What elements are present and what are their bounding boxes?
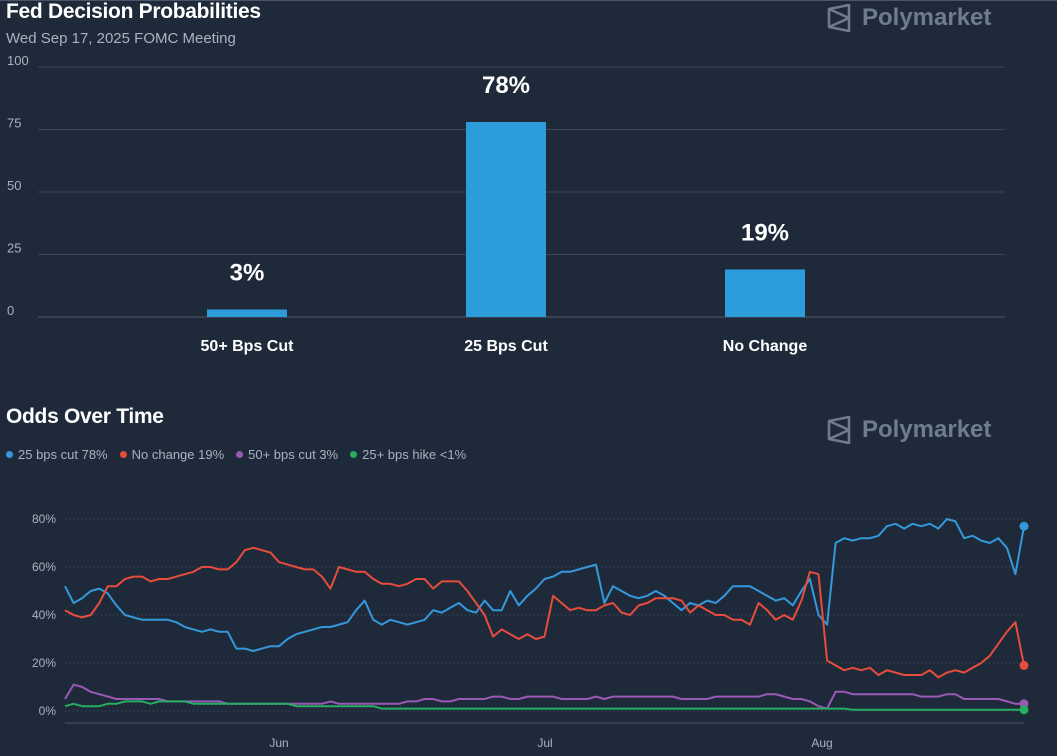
- y-tick-label: 80%: [32, 512, 56, 526]
- y-tick-label: 20%: [32, 656, 56, 670]
- series-end-marker: [1019, 660, 1029, 670]
- y-tick-label: 40%: [32, 608, 56, 622]
- polymarket-icon: [827, 416, 851, 444]
- polymarket-wordmark: Polymarket: [862, 416, 992, 443]
- odds-legend: 25 bps cut 78% No change 19% 50+ bps cut 3…: [6, 447, 478, 462]
- y-tick-label: 0%: [39, 704, 57, 718]
- bar: [466, 122, 546, 317]
- polymarket-logo-bottom: Polymarket: [826, 416, 991, 444]
- legend-label: 25 bps cut 78%: [18, 447, 108, 462]
- polymarket-wordmark: Polymarket: [862, 4, 992, 31]
- category-label: 50+ Bps Cut: [201, 338, 295, 355]
- category-label: No Change: [723, 338, 808, 355]
- x-tick-label: Jul: [537, 736, 552, 750]
- legend-item[interactable]: 25 bps cut 78%: [6, 447, 108, 462]
- series-end-marker: [1019, 705, 1029, 715]
- legend-item[interactable]: 25+ bps hike <1%: [350, 447, 466, 462]
- odds-title: Odds Over Time: [6, 405, 164, 428]
- series-line: [64, 700, 1024, 711]
- bar: [725, 269, 805, 317]
- polymarket-logo-top: Polymarket: [826, 4, 991, 32]
- bar-value-label: 3%: [230, 260, 265, 287]
- y-tick-label: 75: [7, 116, 21, 131]
- decision-bar-chart: 0 25 50 75 100 3% 50+ Bps Cut 78% 25 Bps Cut 19% N…: [7, 53, 1005, 355]
- meeting-subtitle: Wed Sep 17, 2025 FOMC Meeting: [6, 30, 236, 47]
- legend-dot-icon: [6, 451, 13, 458]
- polymarket-icon: [827, 4, 851, 32]
- legend-item[interactable]: No change 19%: [119, 447, 225, 462]
- y-tick-label: 0: [7, 303, 14, 318]
- x-tick-label: Jun: [269, 736, 288, 750]
- top-divider: [0, 0, 1057, 1]
- legend-dot-icon: [236, 451, 244, 458]
- bar-value-label: 19%: [741, 220, 789, 247]
- series-line: [64, 518, 1025, 652]
- series-end-marker: [1019, 521, 1029, 531]
- page-title: Fed Decision Probabilities: [6, 0, 261, 23]
- y-tick-label: 100: [7, 53, 29, 68]
- legend-label: 50+ bps cut 3%: [248, 447, 339, 462]
- legend-item[interactable]: 50+ bps cut 3%: [236, 447, 338, 462]
- series-line: [64, 546, 1025, 679]
- legend-label: 25+ bps hike <1%: [362, 447, 467, 462]
- series-end-marker: [1019, 699, 1029, 709]
- bar: [207, 309, 287, 317]
- legend-dot-icon: [350, 451, 358, 458]
- y-tick-label: 50: [7, 178, 21, 193]
- series-line: [64, 683, 1024, 710]
- legend-label: No change 19%: [131, 447, 225, 462]
- bar-value-label: 78%: [482, 72, 530, 99]
- category-label: 25 Bps Cut: [464, 338, 548, 355]
- legend-dot-icon: [119, 451, 127, 458]
- y-tick-label: 25: [7, 241, 21, 256]
- y-tick-label: 60%: [32, 560, 56, 574]
- x-tick-label: Aug: [811, 736, 832, 750]
